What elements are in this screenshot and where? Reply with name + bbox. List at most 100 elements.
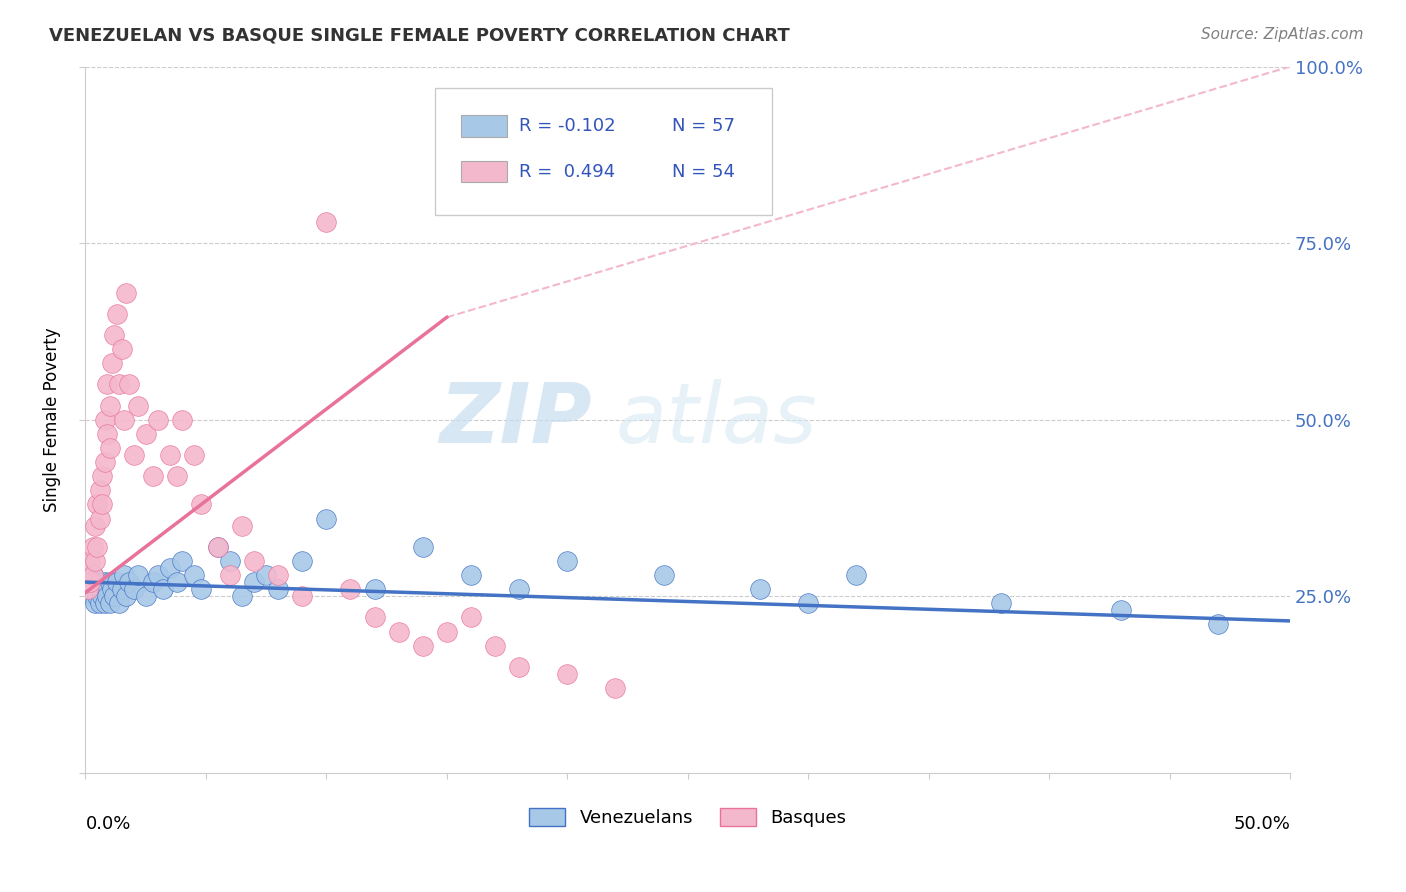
Point: [1111, 603, 1133, 617]
Point: [388, 624, 411, 639]
Point: [190, 582, 212, 596]
Point: [98, 441, 121, 455]
Bar: [461, 115, 508, 136]
Point: [98, 575, 121, 590]
Point: [98, 399, 121, 413]
Point: [110, 582, 132, 596]
Point: [339, 582, 361, 596]
Point: [108, 377, 131, 392]
Point: [98, 596, 121, 610]
Point: [112, 568, 135, 582]
Point: [91, 497, 114, 511]
Point: [84, 596, 107, 610]
Point: [79, 582, 101, 596]
Point: [91, 589, 114, 603]
Point: [315, 215, 337, 229]
Point: [103, 589, 125, 603]
Point: [108, 596, 131, 610]
Point: [122, 448, 145, 462]
Point: [254, 568, 277, 582]
Point: [166, 469, 188, 483]
Point: [76, 582, 98, 596]
Text: 0.0%: 0.0%: [86, 815, 131, 833]
Point: [96, 377, 118, 392]
Point: [135, 426, 157, 441]
Point: [89, 575, 111, 590]
Point: [183, 448, 205, 462]
Bar: [461, 161, 508, 182]
Point: [86, 582, 108, 596]
Point: [82, 568, 104, 582]
Point: [170, 412, 193, 426]
Text: atlas: atlas: [616, 379, 817, 460]
Point: [86, 497, 108, 511]
Point: [82, 568, 104, 582]
Point: [86, 589, 108, 603]
Point: [84, 518, 107, 533]
Point: [315, 511, 337, 525]
Text: VENEZUELAN VS BASQUE SINGLE FEMALE POVERTY CORRELATION CHART: VENEZUELAN VS BASQUE SINGLE FEMALE POVER…: [49, 27, 790, 45]
Point: [110, 342, 132, 356]
Point: [219, 568, 242, 582]
Point: [231, 518, 253, 533]
Point: [508, 660, 530, 674]
Point: [652, 568, 675, 582]
Point: [555, 554, 578, 568]
Point: [96, 589, 118, 603]
Text: 50.0%: 50.0%: [1233, 815, 1291, 833]
Point: [159, 448, 181, 462]
Point: [91, 469, 114, 483]
Point: [183, 568, 205, 582]
Point: [1206, 617, 1229, 632]
Point: [219, 554, 242, 568]
Point: [170, 554, 193, 568]
Legend: Venezuelans, Basques: Venezuelans, Basques: [522, 800, 853, 834]
Point: [122, 582, 145, 596]
Point: [93, 596, 115, 610]
Point: [135, 589, 157, 603]
Point: [291, 554, 314, 568]
Point: [166, 575, 188, 590]
Point: [101, 356, 124, 370]
Point: [555, 666, 578, 681]
Point: [797, 596, 820, 610]
Point: [142, 575, 165, 590]
Point: [267, 568, 290, 582]
Point: [243, 575, 266, 590]
Point: [96, 426, 118, 441]
Text: Source: ZipAtlas.com: Source: ZipAtlas.com: [1201, 27, 1364, 42]
Point: [105, 307, 128, 321]
Point: [508, 582, 530, 596]
Point: [86, 540, 108, 554]
Point: [990, 596, 1012, 610]
Point: [845, 568, 868, 582]
Point: [115, 589, 138, 603]
Point: [207, 540, 229, 554]
Text: R =  0.494: R = 0.494: [519, 163, 616, 181]
Point: [127, 399, 149, 413]
Point: [103, 327, 125, 342]
Point: [412, 540, 434, 554]
Point: [89, 596, 111, 610]
Point: [749, 582, 772, 596]
Point: [115, 285, 138, 300]
Point: [89, 511, 111, 525]
Point: [146, 412, 169, 426]
Text: N = 54: N = 54: [672, 163, 735, 181]
Point: [267, 582, 290, 596]
Point: [76, 575, 98, 590]
Point: [96, 582, 118, 596]
Point: [152, 582, 174, 596]
Point: [231, 589, 253, 603]
Point: [101, 582, 124, 596]
Y-axis label: Single Female Poverty: Single Female Poverty: [44, 327, 60, 512]
Point: [363, 610, 385, 624]
Point: [79, 575, 101, 590]
Point: [460, 610, 482, 624]
Point: [142, 469, 165, 483]
Point: [190, 497, 212, 511]
Point: [291, 589, 314, 603]
Point: [93, 575, 115, 590]
Point: [412, 639, 434, 653]
Point: [460, 568, 482, 582]
